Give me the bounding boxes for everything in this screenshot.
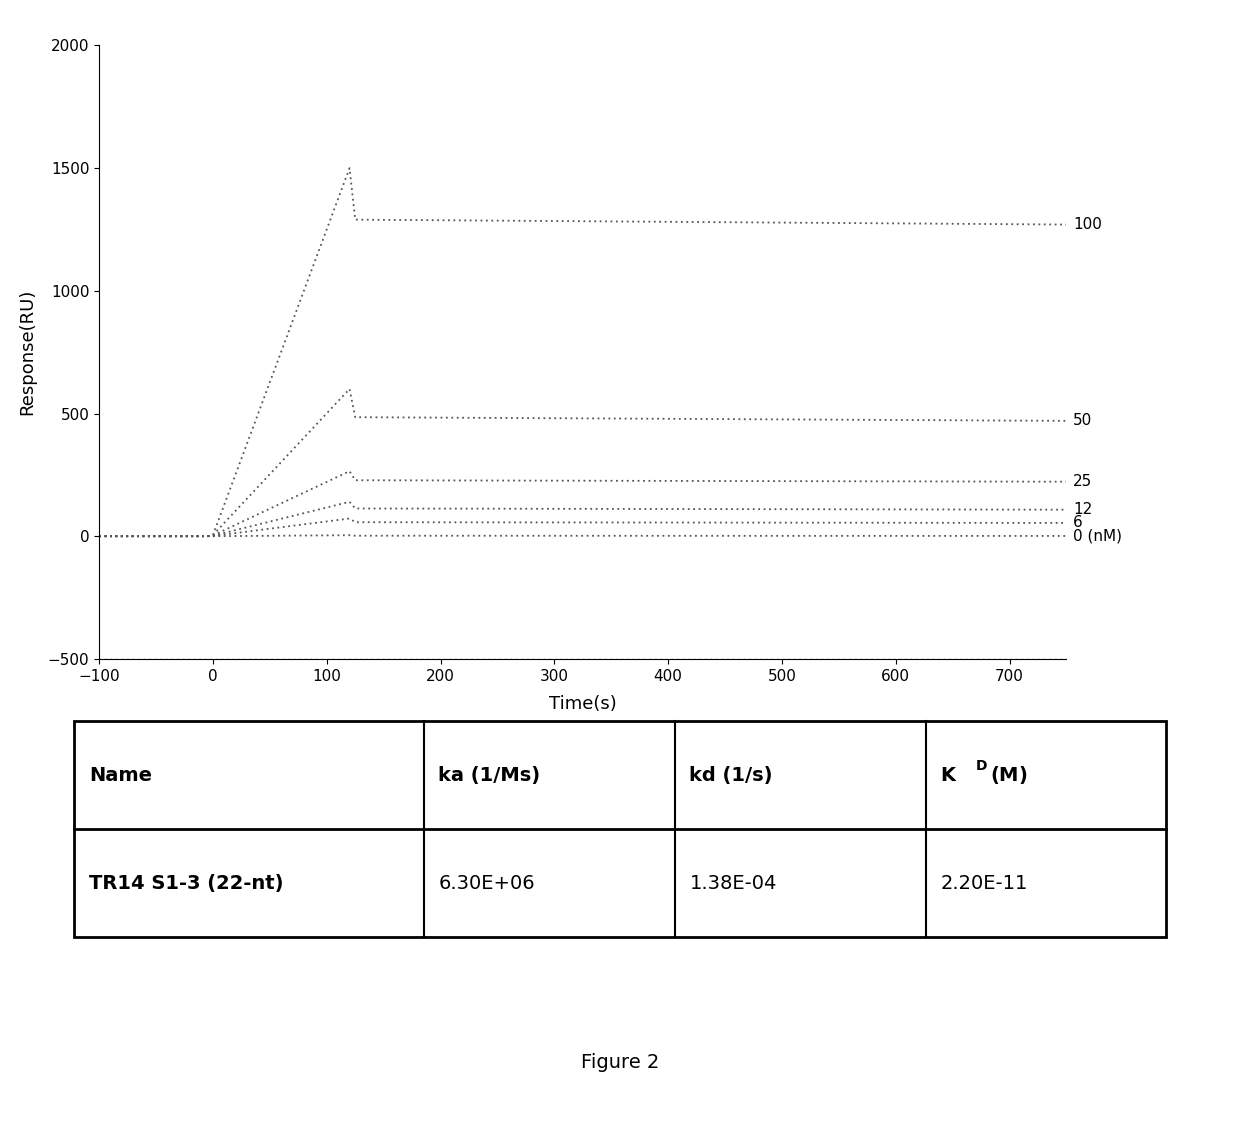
- Text: 100: 100: [1074, 217, 1102, 232]
- Text: Name: Name: [89, 766, 153, 785]
- Text: 50: 50: [1074, 414, 1092, 428]
- Text: ka (1/Ms): ka (1/Ms): [439, 766, 541, 785]
- Text: 0 (nM): 0 (nM): [1074, 528, 1122, 543]
- Text: $\mathbf{D}$: $\mathbf{D}$: [975, 759, 988, 774]
- Text: $\mathbf{K}$: $\mathbf{K}$: [940, 766, 959, 785]
- Text: 12: 12: [1074, 502, 1092, 517]
- Text: 25: 25: [1074, 474, 1092, 490]
- Text: 6.30E+06: 6.30E+06: [439, 874, 536, 893]
- Text: Figure 2: Figure 2: [580, 1053, 660, 1071]
- Text: kd (1/s): kd (1/s): [689, 766, 773, 785]
- Text: 2.20E-11: 2.20E-11: [940, 874, 1028, 893]
- Y-axis label: Response(RU): Response(RU): [19, 289, 37, 416]
- Text: $\mathbf{(M)}$: $\mathbf{(M)}$: [990, 765, 1028, 786]
- Text: TR14 S1-3 (22-nt): TR14 S1-3 (22-nt): [89, 874, 284, 893]
- Text: 1.38E-04: 1.38E-04: [689, 874, 776, 893]
- Text: 6: 6: [1074, 516, 1083, 531]
- X-axis label: Time(s): Time(s): [549, 695, 616, 712]
